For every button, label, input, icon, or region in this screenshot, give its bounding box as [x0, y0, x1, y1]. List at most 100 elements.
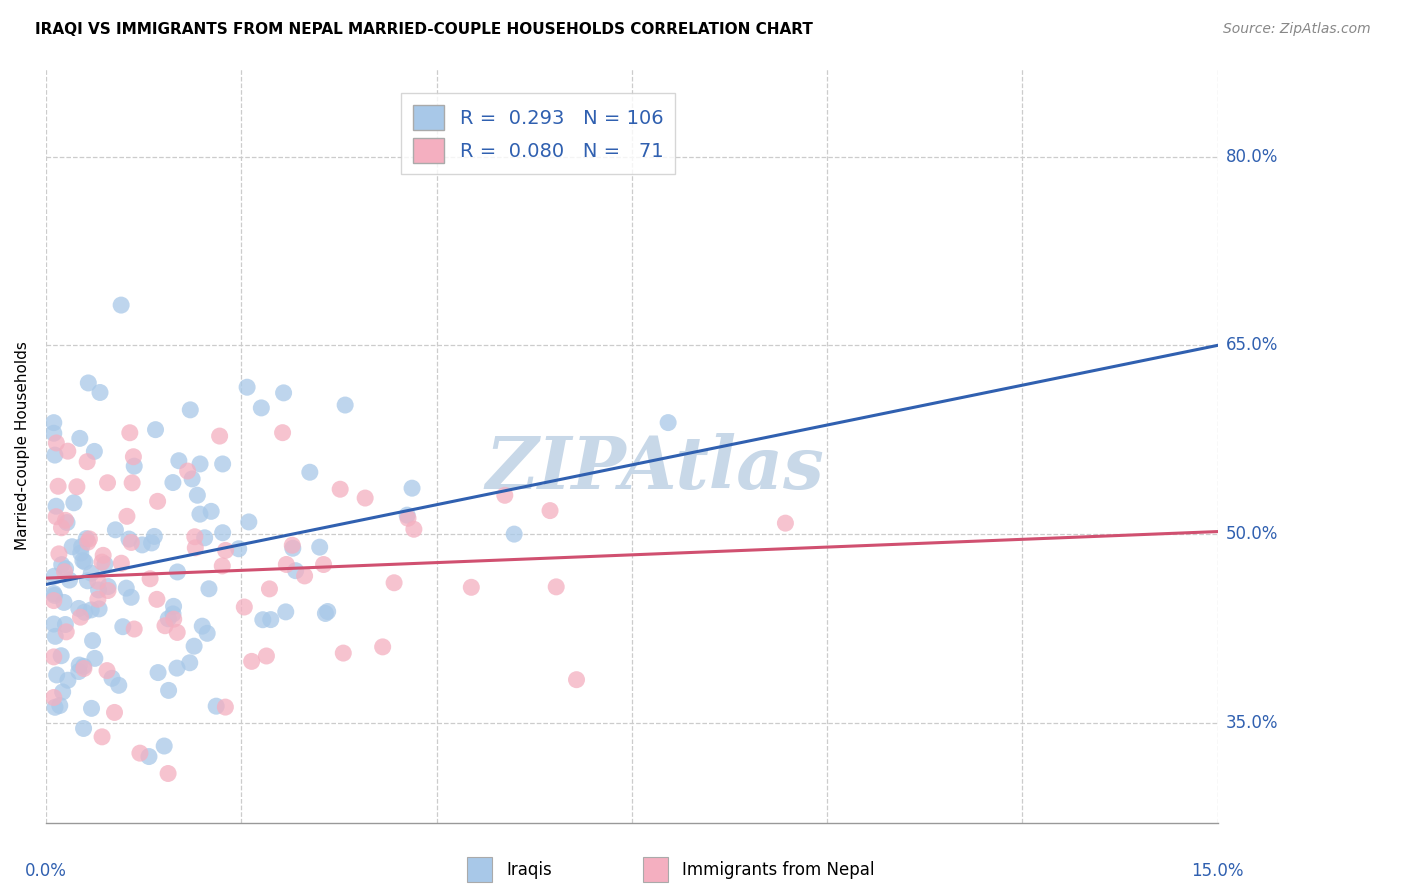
Point [312, 558, 335, 572]
Point [195, 626, 218, 640]
Point [129, 746, 152, 760]
Point [396, 511, 419, 525]
Point [44, 629, 66, 643]
Point [254, 648, 277, 663]
Point [460, 580, 482, 594]
Point [42, 426, 65, 441]
Point [55, 561, 77, 575]
Point [42, 617, 65, 632]
Point [63, 496, 86, 510]
Point [284, 564, 307, 578]
Point [80, 701, 103, 715]
Point [233, 600, 256, 615]
Point [146, 592, 169, 607]
Point [371, 640, 394, 654]
Point [83, 651, 105, 665]
Text: Source: ZipAtlas.com: Source: ZipAtlas.com [1223, 22, 1371, 37]
Point [214, 543, 236, 558]
Point [181, 472, 204, 486]
Point [122, 459, 145, 474]
Point [69, 431, 91, 445]
Point [162, 607, 184, 621]
Point [115, 509, 138, 524]
Point [250, 401, 273, 415]
Point [51, 521, 73, 535]
Point [111, 620, 134, 634]
Point [240, 654, 263, 668]
Point [298, 465, 321, 479]
Point [162, 475, 184, 490]
Point [67, 658, 90, 673]
Point [166, 661, 188, 675]
Point [121, 475, 143, 490]
Point [101, 671, 124, 685]
Point [53, 565, 76, 579]
Point [52, 685, 75, 699]
Point [46, 479, 69, 493]
Point [259, 582, 281, 596]
Point [79, 532, 101, 546]
Point [402, 522, 425, 536]
Point [166, 565, 188, 579]
Point [401, 481, 423, 495]
Point [200, 504, 222, 518]
Point [42, 690, 65, 705]
Point [332, 646, 354, 660]
Point [546, 580, 568, 594]
Point [73, 659, 96, 673]
Point [49, 698, 72, 713]
Point [103, 706, 125, 720]
Point [143, 529, 166, 543]
Point [87, 574, 110, 589]
Point [72, 554, 94, 568]
Point [72, 722, 94, 736]
Text: 15.0%: 15.0% [1191, 863, 1244, 880]
Point [314, 607, 336, 621]
Point [42, 416, 65, 430]
Point [51, 648, 73, 663]
Point [80, 603, 103, 617]
Point [110, 556, 132, 570]
Point [45, 509, 67, 524]
Point [75, 532, 97, 546]
Point [281, 541, 304, 556]
Point [184, 530, 207, 544]
Point [67, 665, 90, 679]
Point [82, 633, 104, 648]
Point [80, 566, 103, 581]
Point [87, 582, 110, 597]
Point [87, 602, 110, 616]
Point [157, 612, 180, 626]
Point [122, 450, 145, 464]
Point [141, 536, 163, 550]
Point [252, 613, 274, 627]
Point [538, 503, 561, 517]
Point [131, 538, 153, 552]
Point [120, 535, 142, 549]
Point [118, 532, 141, 546]
Point [294, 569, 316, 583]
Point [44, 589, 66, 603]
Point [396, 508, 419, 523]
Point [70, 540, 93, 554]
Point [122, 622, 145, 636]
Point [354, 491, 377, 505]
Point [281, 538, 304, 552]
Point [146, 665, 169, 680]
Point [45, 500, 67, 514]
Point [45, 668, 67, 682]
Point [211, 525, 233, 540]
Point [333, 398, 356, 412]
Point [329, 482, 352, 496]
Text: 0.0%: 0.0% [25, 863, 67, 880]
Point [167, 454, 190, 468]
Point [76, 455, 98, 469]
Point [382, 575, 405, 590]
Text: 65.0%: 65.0% [1226, 336, 1278, 354]
Point [184, 541, 207, 555]
Point [271, 425, 294, 440]
Point [153, 619, 176, 633]
Point [194, 531, 217, 545]
Point [316, 605, 339, 619]
Point [138, 749, 160, 764]
